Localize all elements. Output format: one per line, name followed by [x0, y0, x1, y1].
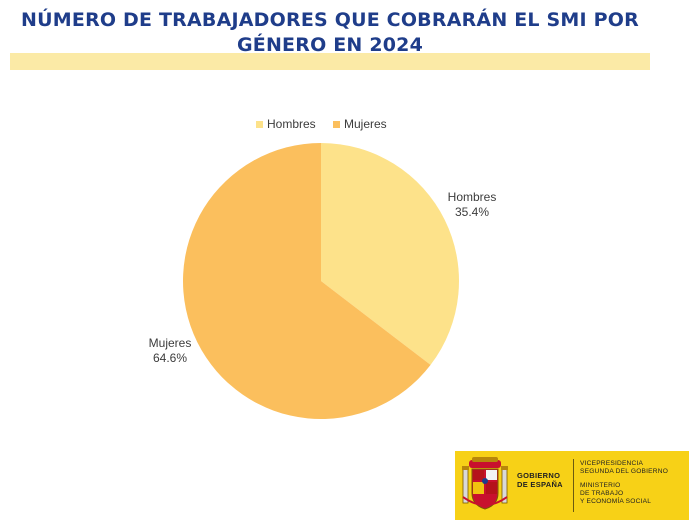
legend-swatch-mujeres	[333, 121, 340, 128]
logo-gobierno-text: GOBIERNO DE ESPAÑA	[517, 471, 563, 489]
chart-title: NÚMERO DE TRABAJADORES QUE COBRARÁN EL S…	[0, 8, 660, 58]
legend-label-mujeres: Mujeres	[344, 117, 387, 131]
logo-right-bottom-line-3: Y ECONOMÍA SOCIAL	[580, 498, 652, 505]
logo-right-top-line-2: SEGUNDA DEL GOBIERNO	[580, 468, 669, 475]
chart-title-line-2: GÉNERO EN 2024	[236, 34, 424, 56]
legend-swatch-hombres	[256, 121, 263, 128]
data-label-category-mujeres: Mujeres	[149, 336, 192, 350]
logo-right-top-line-1: VICEPRESIDENCIA	[580, 460, 644, 467]
logo-left-line-1: GOBIERNO	[517, 471, 561, 480]
logo-divider	[573, 459, 574, 512]
pie-slice-hombres	[321, 143, 459, 365]
coat-of-arms-icon	[462, 457, 508, 510]
title-highlight-band	[10, 53, 650, 70]
logo-right-bottom-line-2: DE TRABAJO	[580, 490, 624, 497]
pie-slice-mujeres	[183, 143, 431, 419]
data-label-category-hombres: Hombres	[448, 190, 497, 204]
legend-label-hombres: Hombres	[267, 117, 316, 131]
logo-ministry-text: VICEPRESIDENCIA SEGUNDA DEL GOBIERNO MIN…	[580, 460, 668, 506]
data-label-value-mujeres: 64.6%	[153, 351, 187, 365]
government-logo: GOBIERNO DE ESPAÑA VICEPRESIDENCIA SEGUN…	[455, 451, 689, 520]
data-label-value-hombres: 35.4%	[455, 205, 489, 219]
chart-title-line-1: NÚMERO DE TRABAJADORES QUE COBRARÁN EL S…	[21, 9, 639, 31]
logo-left-line-2: DE ESPAÑA	[517, 480, 563, 489]
logo-right-bottom-line-1: MINISTERIO	[580, 482, 621, 489]
